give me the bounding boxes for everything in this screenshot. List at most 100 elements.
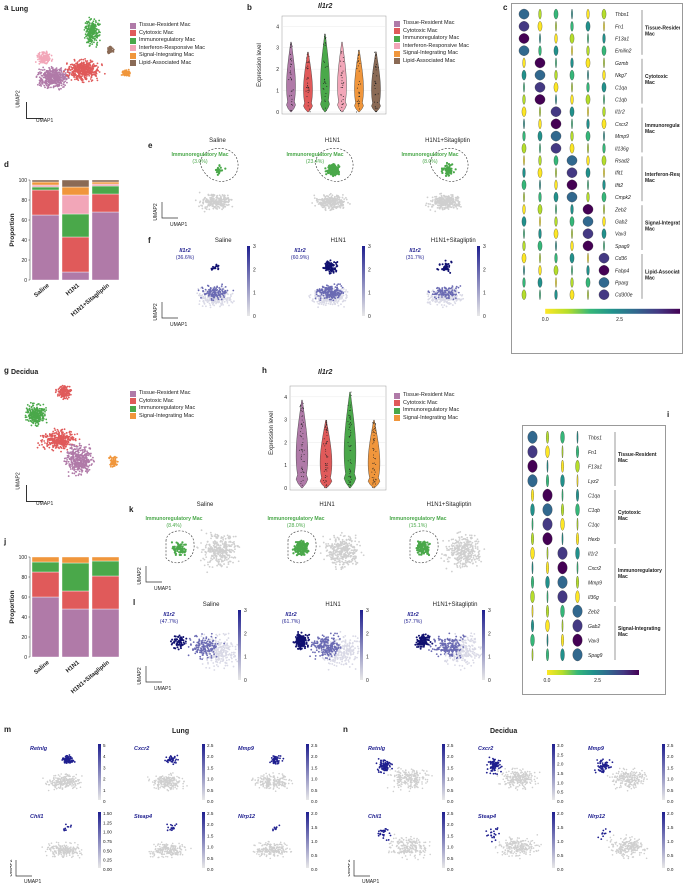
colorbar-tick: 2 bbox=[253, 267, 256, 273]
legend-item: Lipid-Associated Mac bbox=[394, 58, 469, 66]
cell-point bbox=[444, 259, 447, 262]
cell-point bbox=[89, 34, 92, 37]
violin-1 bbox=[303, 51, 313, 113]
cell-point bbox=[44, 86, 46, 89]
legend-swatch bbox=[130, 37, 136, 44]
stacked-violin-cell bbox=[539, 289, 541, 301]
colorbar-tick: 1 bbox=[368, 291, 371, 297]
cell-point bbox=[96, 69, 99, 72]
cell-point bbox=[436, 299, 438, 302]
violin-point bbox=[358, 91, 360, 93]
cell-point bbox=[206, 201, 209, 203]
legend-item: Immunoregulatory Mac bbox=[394, 35, 469, 43]
stacked-violin-cell bbox=[569, 106, 575, 117]
colorbar-tick: 3 bbox=[368, 244, 371, 250]
violin-point bbox=[342, 70, 344, 72]
cell-point bbox=[38, 444, 41, 447]
cell-point bbox=[324, 286, 327, 289]
stacked-violin-cell bbox=[586, 265, 590, 276]
stacked-violin-cell bbox=[570, 94, 574, 105]
cell-point bbox=[443, 195, 446, 198]
stacked-violin-cell bbox=[554, 69, 558, 81]
cell-point bbox=[440, 170, 443, 173]
violin-point bbox=[308, 88, 310, 90]
cell-point bbox=[327, 205, 330, 208]
cell-point bbox=[210, 267, 213, 270]
cell-point bbox=[330, 285, 333, 288]
cell-point bbox=[221, 301, 224, 304]
cell-point bbox=[343, 290, 346, 293]
cytotoxic-cluster bbox=[36, 427, 81, 453]
legend-item: Cytotoxic Mac bbox=[394, 28, 469, 36]
y-tick-label: 2 bbox=[276, 67, 279, 73]
stacked-violin-cell bbox=[598, 265, 610, 276]
cell-point bbox=[205, 305, 207, 308]
cell-point bbox=[58, 440, 60, 443]
gene-label: Emilin2 bbox=[615, 49, 632, 55]
cell-point bbox=[213, 298, 216, 301]
cell-point bbox=[442, 202, 445, 205]
stacked-violin-cell bbox=[601, 118, 607, 130]
cell-point bbox=[328, 296, 331, 299]
cell-point bbox=[59, 74, 62, 77]
cell-point bbox=[87, 66, 89, 68]
stacked-violin-cell bbox=[602, 143, 606, 154]
legend-swatch bbox=[130, 22, 136, 29]
cell-point bbox=[345, 289, 347, 291]
cell-point bbox=[446, 289, 449, 292]
colorbar-tick: 0 bbox=[253, 314, 256, 320]
group-label: Mac bbox=[645, 178, 655, 184]
cell-point bbox=[89, 455, 92, 457]
violin-point bbox=[290, 73, 292, 75]
cell-point bbox=[40, 414, 43, 417]
cell-point bbox=[68, 430, 71, 433]
gene-label: Ifit2 bbox=[615, 183, 623, 189]
cell-point bbox=[442, 200, 445, 203]
cell-point bbox=[427, 293, 430, 296]
cell-point bbox=[41, 412, 44, 414]
cell-point bbox=[328, 265, 331, 268]
cell-point bbox=[324, 266, 327, 269]
cell-point bbox=[198, 293, 201, 295]
cell-point bbox=[89, 32, 92, 35]
violin-point bbox=[342, 110, 344, 112]
cell-point bbox=[324, 170, 327, 173]
group-label: Mac bbox=[645, 31, 655, 37]
cell-point bbox=[37, 423, 40, 426]
cell-point bbox=[65, 63, 68, 65]
cell-point bbox=[317, 306, 320, 309]
stacked-violin-cell bbox=[521, 69, 527, 81]
cell-point bbox=[28, 407, 31, 410]
cell-point bbox=[435, 297, 438, 300]
cell-point bbox=[80, 58, 83, 61]
cell-point bbox=[53, 77, 56, 80]
cell-point bbox=[224, 205, 227, 208]
cell-point bbox=[58, 76, 60, 79]
stacked-violin-cell bbox=[523, 118, 525, 130]
violin-point bbox=[376, 54, 378, 56]
violin-point bbox=[306, 67, 308, 69]
cell-point bbox=[448, 196, 451, 199]
cell-point bbox=[318, 198, 321, 201]
cell-point bbox=[40, 85, 43, 87]
cell-point bbox=[51, 445, 54, 447]
cell-point bbox=[70, 68, 72, 71]
cell-point bbox=[25, 419, 27, 421]
cell-point bbox=[40, 83, 42, 86]
cell-point bbox=[24, 416, 27, 419]
legend-item: Interferon-Responsive Mac bbox=[130, 45, 205, 53]
cell-point bbox=[331, 263, 334, 266]
cell-point bbox=[50, 60, 53, 62]
colorbar-tick: 0 bbox=[368, 314, 371, 320]
cell-point bbox=[325, 302, 328, 305]
cell-point bbox=[446, 200, 449, 203]
cell-point bbox=[429, 203, 432, 206]
cell-point bbox=[440, 199, 443, 202]
cell-point bbox=[78, 438, 81, 441]
cell-point bbox=[331, 303, 334, 306]
cell-point bbox=[426, 196, 429, 199]
cell-point bbox=[197, 287, 200, 290]
cell-point bbox=[97, 35, 100, 37]
stacked-violin-cell bbox=[523, 191, 525, 203]
expression-percent: (31.7%) bbox=[406, 255, 424, 261]
